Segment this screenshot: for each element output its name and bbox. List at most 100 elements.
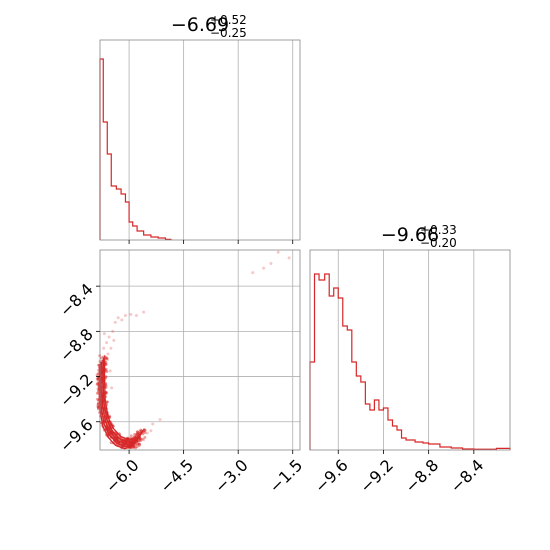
density-contour	[98, 363, 140, 450]
scatter-ticks	[96, 285, 294, 454]
scatter-point	[132, 445, 136, 449]
scatter-point	[135, 432, 139, 436]
scatter-ytick-labels: −8.4−8.8−9.2−9.6	[56, 280, 97, 457]
scatter-point	[141, 432, 145, 436]
scatter-point	[110, 386, 114, 390]
scatter-point	[105, 370, 109, 373]
scatter-point	[95, 382, 99, 386]
scatter-point	[138, 437, 142, 441]
scatter-point	[134, 446, 138, 450]
x-tick-label: −9.2	[356, 456, 397, 497]
scatter-point	[141, 437, 144, 441]
bottom-histogram-frame	[309, 249, 511, 451]
scatter-point	[134, 443, 138, 446]
x-tick-label: −3.0	[211, 456, 252, 497]
scatter-point	[138, 444, 141, 447]
scatter-point	[123, 314, 127, 318]
bottom-histogram-title-median: −9.66	[381, 224, 439, 246]
scatter-point	[96, 377, 99, 381]
density-contour	[102, 357, 144, 443]
scatter-point	[105, 391, 109, 395]
scatter-point	[138, 442, 141, 446]
scatter-point	[105, 358, 109, 362]
top-histogram-ticks	[128, 240, 294, 244]
scatter-points	[95, 250, 291, 450]
density-contour	[101, 359, 143, 446]
scatter-point	[96, 402, 100, 406]
scatter-point	[96, 407, 100, 411]
bottom-histogram-title: −9.66	[381, 224, 439, 246]
bottom-histogram-grid	[337, 250, 475, 450]
top-histogram-title: −6.69	[171, 14, 229, 36]
scatter-point	[287, 256, 291, 260]
scatter-point	[269, 262, 273, 266]
scatter-point	[134, 434, 138, 438]
top-histogram-step	[99, 58, 172, 240]
scatter-point	[112, 338, 116, 342]
x-tick-label: −9.6	[311, 456, 352, 497]
scatter-point	[135, 432, 139, 436]
scatter-point	[151, 422, 155, 426]
scatter-point	[133, 435, 137, 439]
top-histogram-frame	[99, 39, 301, 241]
scatter-point	[136, 430, 139, 434]
scatter-point	[135, 430, 139, 434]
scatter-point	[133, 432, 136, 436]
scatter-point	[142, 438, 146, 442]
top-histogram-title-plus: +0.52	[210, 13, 247, 27]
scatter-point	[106, 400, 109, 404]
scatter-point	[105, 400, 109, 404]
scatter-point	[136, 442, 139, 446]
scatter-point	[133, 445, 137, 449]
scatter-point	[158, 417, 162, 421]
scatter-point	[104, 357, 108, 360]
scatter-point	[104, 363, 108, 366]
x-tick-label: −8.4	[447, 456, 488, 497]
scatter-point	[106, 352, 110, 356]
bottom-histogram-ticks	[337, 450, 475, 454]
scatter-point	[108, 415, 112, 418]
scatter-point	[136, 432, 140, 436]
scatter-point	[99, 356, 103, 360]
top-histogram-title-minus: −0.25	[210, 26, 247, 40]
density-contour	[99, 361, 142, 448]
scatter-point	[102, 332, 106, 336]
scatter-point	[120, 318, 124, 322]
scatter-point	[129, 434, 133, 438]
top-histogram-grid	[128, 40, 294, 240]
scatter-point	[145, 431, 149, 435]
scatter-point	[96, 378, 100, 382]
scatter-point	[96, 382, 100, 386]
scatter-point	[139, 428, 143, 432]
scatter-point	[95, 373, 99, 377]
bottom-histogram-title-plus: +0.33	[420, 223, 457, 237]
y-tick-label: −8.4	[56, 280, 97, 321]
scatter-point	[111, 329, 115, 333]
scatter-xtick-labels: −6.0 −4.5 −3.0 −1.5	[102, 456, 307, 497]
x-tick-label: −6.0	[102, 456, 143, 497]
scatter-point	[104, 367, 108, 371]
scatter-point	[138, 442, 141, 446]
scatter-point	[109, 346, 113, 350]
x-tick-label: −4.5	[156, 456, 197, 497]
scatter-point	[138, 429, 142, 433]
scatter-point	[142, 310, 146, 314]
bottom-histogram-xtick-labels: −9.6 −9.2 −8.8 −8.4	[311, 456, 488, 497]
x-tick-label: −1.5	[265, 456, 306, 497]
top-histogram-panel: −6.69 +0.52 −0.25	[99, 13, 301, 244]
scatter-point	[102, 346, 106, 350]
scatter-point	[137, 439, 141, 443]
scatter-point	[143, 436, 147, 439]
y-tick-label: −9.2	[56, 370, 97, 411]
bottom-histogram-title-minus: −0.20	[420, 236, 457, 250]
scatter-point	[104, 384, 108, 388]
density-contour	[103, 355, 145, 441]
scatter-point	[143, 431, 147, 434]
scatter-point	[134, 314, 138, 318]
bottom-histogram-panel: −9.6 −9.2 −8.8 −8.4 −9.66 +0.33 −0.20	[309, 223, 511, 497]
scatter-point	[129, 312, 133, 316]
scatter-point	[139, 439, 143, 443]
scatter-point	[96, 405, 100, 408]
scatter-point	[262, 266, 266, 270]
